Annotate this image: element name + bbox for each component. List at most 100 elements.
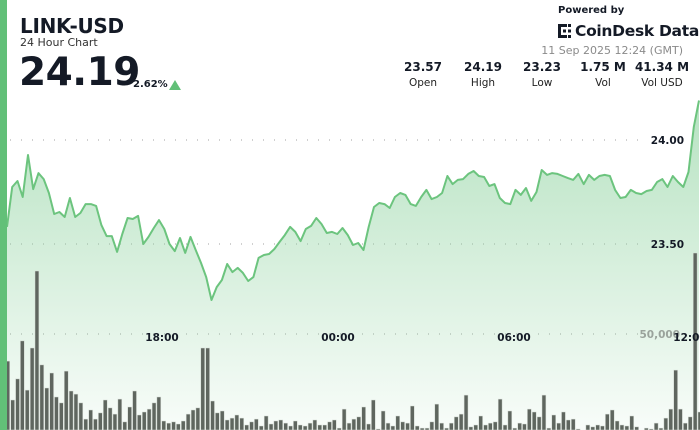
stat-open: 23.57 Open (393, 60, 453, 89)
y-tick-label: 23.50 (651, 239, 684, 251)
volume-bar (337, 427, 342, 430)
chart-subtitle: 24 Hour Chart (20, 36, 98, 49)
volume-bar (439, 422, 444, 430)
volume-bar (288, 425, 293, 430)
volume-bar (458, 413, 464, 430)
volume-bar (103, 399, 108, 430)
volume-bar (332, 419, 337, 430)
volume-bar (166, 422, 171, 430)
volume-bar (234, 414, 240, 430)
volume-bar (629, 415, 634, 430)
volume-bar (327, 421, 332, 430)
stat-high: 24.19 High (453, 60, 513, 89)
price-change: 2.62% (133, 79, 168, 90)
stat-label: Vol USD (641, 77, 683, 89)
volume-bar (624, 425, 630, 430)
current-price: 24.19 (19, 50, 140, 95)
volume-bar (298, 424, 303, 430)
accent-bar (0, 0, 7, 430)
x-tick-label: 00:00 (321, 332, 354, 344)
volume-bar (385, 422, 391, 430)
timestamp: 11 Sep 2025 12:24 (GMT) (541, 44, 683, 57)
volume-bar (595, 424, 600, 430)
volume-bar (454, 416, 459, 430)
volume-bar (127, 406, 132, 430)
volume-bar (517, 422, 522, 430)
volume-bar (132, 390, 137, 430)
volume-bar (224, 419, 230, 430)
volume-bar (39, 364, 45, 430)
stat-low: 23.23 Low (512, 60, 572, 89)
volume-bar (571, 418, 576, 430)
stat-value: 23.57 (404, 60, 442, 74)
volume-bar (64, 370, 69, 430)
volume-bar (181, 420, 186, 430)
volume-bar (185, 413, 191, 430)
volume-bar (410, 405, 415, 430)
volume-bar (107, 407, 113, 430)
up-arrow-icon (169, 80, 181, 90)
volume-bar (692, 252, 698, 430)
volume-bar (663, 417, 669, 430)
volume-bar (507, 410, 513, 430)
volume-bar (366, 423, 371, 430)
volume-bar (78, 402, 84, 430)
volume-bar (263, 415, 269, 430)
pair-title: LINK-USD (20, 14, 124, 38)
volume-bar (605, 413, 610, 430)
volume-bar (561, 411, 566, 430)
stat-vol: 1.75 M Vol (573, 60, 633, 89)
volume-bar (512, 427, 517, 430)
volume-bar (54, 396, 59, 430)
stat-value: 1.75 M (580, 60, 626, 74)
volume-bar (415, 425, 420, 430)
volume-bar (171, 421, 176, 430)
volume-bar (493, 421, 498, 430)
volume-bar (546, 427, 552, 430)
stat-value: 24.19 (464, 60, 502, 74)
volume-bar (522, 423, 527, 430)
volume-bar (644, 427, 649, 430)
volume-bar (390, 425, 396, 430)
volume-bar (15, 378, 20, 430)
volume-bar (34, 270, 40, 430)
volume-bar (678, 408, 683, 430)
volume-bar (29, 347, 35, 430)
volume-bar (20, 340, 25, 430)
volume-bar (161, 420, 166, 430)
volume-bar (83, 418, 88, 430)
volume-bar (488, 422, 493, 430)
volume-bar (273, 420, 279, 430)
volume-bar (434, 403, 439, 430)
volume-bar (200, 347, 205, 430)
stat-label: Low (531, 77, 553, 89)
volume-bar (541, 394, 547, 430)
volume-bar (585, 424, 591, 430)
volume-bar (614, 420, 620, 430)
volume-bar (463, 394, 469, 430)
volume-bar (346, 422, 352, 430)
volume-bar (283, 422, 288, 430)
volume-bar (254, 418, 259, 430)
volume-bar (556, 422, 561, 430)
volume-bar (395, 415, 400, 430)
volume-bar (151, 402, 157, 430)
volume-bar (220, 410, 225, 430)
volume-bar (176, 423, 181, 430)
volume-bar (10, 399, 15, 430)
volume-bar (600, 425, 605, 430)
volume-bar (356, 416, 361, 430)
volume-bar (302, 425, 308, 430)
volume-bar (68, 390, 74, 430)
stat-label: High (470, 77, 496, 89)
volume-bar (419, 427, 425, 430)
volume-bar (371, 399, 376, 430)
volume-bar (429, 421, 435, 430)
volume-bar (322, 424, 327, 430)
volume-bar (307, 422, 313, 430)
volume-bar (610, 409, 615, 430)
volume-bars (5, 252, 700, 430)
volume-bar (551, 414, 556, 430)
volume-bar (424, 427, 430, 430)
volume-bar (205, 347, 210, 430)
